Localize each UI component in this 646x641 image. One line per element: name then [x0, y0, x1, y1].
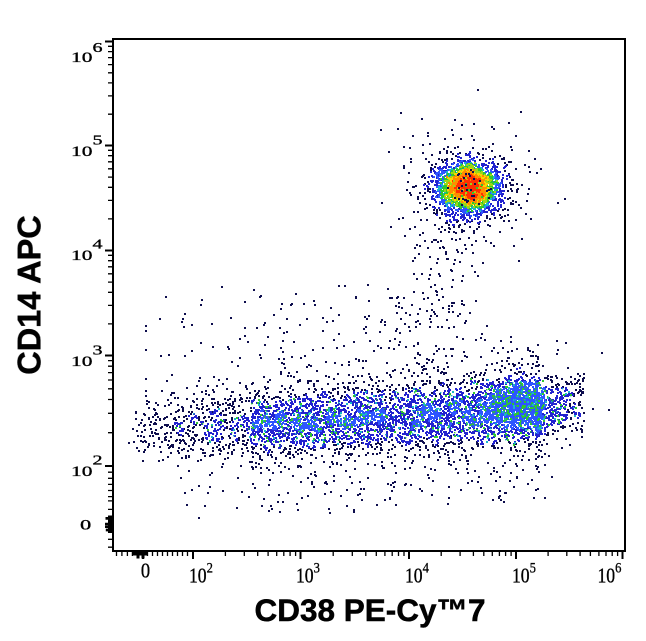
svg-text:CD38 PE-Cy™7: CD38 PE-Cy™7 [254, 592, 485, 628]
svg-text:0: 0 [80, 517, 91, 533]
svg-text:0: 0 [141, 559, 150, 582]
svg-text:CD14 APC: CD14 APC [11, 215, 47, 375]
